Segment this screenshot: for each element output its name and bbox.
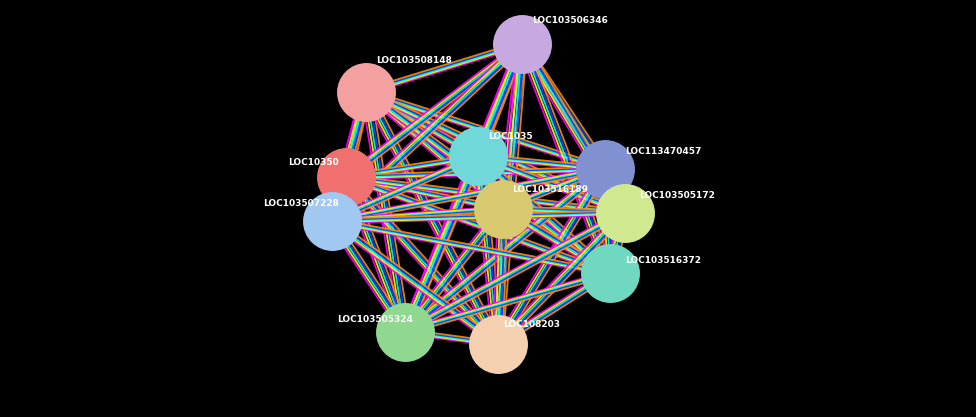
Text: LOC113470457: LOC113470457 bbox=[625, 147, 701, 156]
Point bbox=[495, 205, 510, 212]
Text: LOC103508148: LOC103508148 bbox=[376, 55, 452, 65]
Point bbox=[602, 270, 618, 276]
Point bbox=[597, 166, 613, 172]
Point bbox=[490, 341, 506, 347]
Point bbox=[358, 88, 374, 95]
Text: LOC103505324: LOC103505324 bbox=[337, 315, 413, 324]
Point bbox=[514, 40, 530, 47]
Point bbox=[470, 153, 486, 160]
Text: LOC103505172: LOC103505172 bbox=[639, 191, 715, 200]
Text: LOC103506346: LOC103506346 bbox=[532, 16, 608, 25]
Text: LOC103507228: LOC103507228 bbox=[264, 199, 340, 208]
Point bbox=[339, 174, 354, 181]
Point bbox=[617, 209, 632, 216]
Text: LOC103516189: LOC103516189 bbox=[512, 185, 589, 194]
Point bbox=[397, 328, 413, 335]
Text: LOC108203: LOC108203 bbox=[503, 320, 559, 329]
Text: LOC10350: LOC10350 bbox=[288, 158, 339, 167]
Point bbox=[324, 218, 340, 224]
Text: LOC1035: LOC1035 bbox=[488, 132, 533, 141]
Text: LOC103516372: LOC103516372 bbox=[625, 256, 701, 265]
